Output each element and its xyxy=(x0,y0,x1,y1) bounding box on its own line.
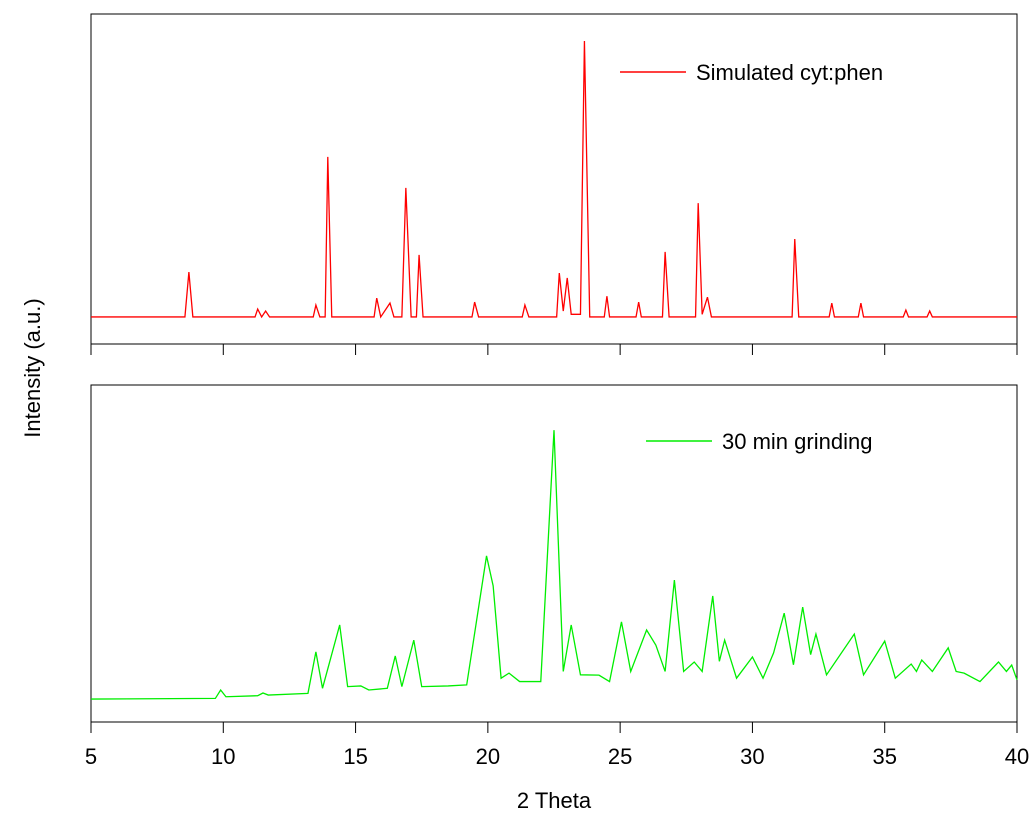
plot-frame xyxy=(90,13,1018,345)
x-axis-label: 2 Theta xyxy=(517,788,592,813)
x-tick-label: 35 xyxy=(872,744,896,769)
x-tick-label: 5 xyxy=(85,744,97,769)
x-tick-label: 30 xyxy=(740,744,764,769)
plot-frame xyxy=(90,384,1018,723)
y-axis-label: Intensity (a.u.) xyxy=(20,298,45,437)
x-tick-label: 10 xyxy=(211,744,235,769)
x-tick-label: 25 xyxy=(608,744,632,769)
x-tick-label: 15 xyxy=(343,744,367,769)
legend-label: 30 min grinding xyxy=(722,429,872,454)
series-line xyxy=(90,430,1018,700)
x-tick-label: 40 xyxy=(1005,744,1029,769)
x-tick-label: 20 xyxy=(476,744,500,769)
legend-label: Simulated cyt:phen xyxy=(696,60,883,85)
series-line xyxy=(91,41,1017,319)
